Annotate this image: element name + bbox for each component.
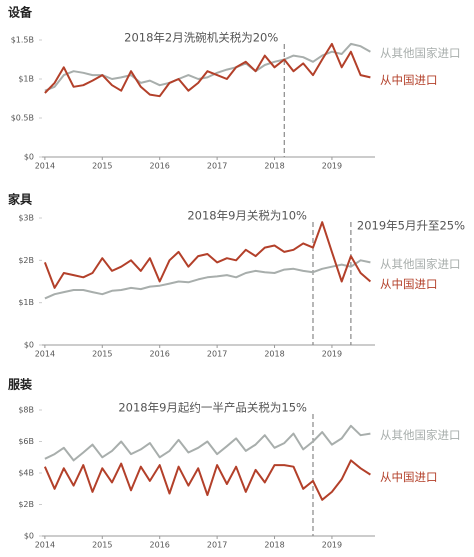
x-tick-label: 2014 [35,350,55,359]
annotation: 2019年5月升至25% [357,219,465,233]
y-tick-label: $1B [18,75,34,84]
panel-title: 家具 [8,192,32,207]
x-tick-label: 2017 [207,162,227,171]
series-line [43,459,371,501]
y-tick-label: $0.5B [11,114,34,123]
y-tick-label: $0 [24,341,34,350]
legend-label: 从其他国家进口 [380,257,461,271]
annotation: 2018年9月起约一半产品关税为15% [118,401,307,415]
series-line [44,42,371,92]
legend-label: 从中国进口 [380,73,438,87]
y-tick-label: $6B [18,437,34,446]
legend-label: 从其他国家进口 [380,428,461,442]
y-tick-label: $3B [18,214,34,223]
series-line [44,42,371,98]
x-tick-label: 2016 [150,162,170,171]
y-tick-label: $1.5B [11,36,34,45]
y-tick-label: $0 [24,532,34,541]
legend-label: 从其他国家进口 [380,46,461,60]
panel-title: 服装 [8,377,32,392]
x-tick-label: 2019 [322,350,342,359]
x-tick-label: 2017 [207,541,227,550]
legend-label: 从中国进口 [380,470,438,484]
x-tick-label: 2014 [35,162,55,171]
x-tick-label: 2017 [207,350,227,359]
y-tick-label: $8B [18,406,34,415]
x-tick-label: 2018 [264,162,284,171]
x-tick-label: 2014 [35,541,55,550]
x-tick-label: 2015 [92,162,112,171]
x-tick-label: 2019 [322,162,342,171]
x-tick-label: 2018 [264,541,284,550]
x-tick-label: 2015 [92,350,112,359]
x-tick-label: 2016 [150,541,170,550]
legend-label: 从中国进口 [380,277,438,291]
x-tick-label: 2018 [264,350,284,359]
annotation: 2018年9月关税为10% [187,209,307,223]
y-tick-label: $4B [18,469,34,478]
series-line [44,259,371,300]
y-tick-label: $2B [18,500,34,509]
x-tick-label: 2015 [92,541,112,550]
y-tick-label: $2B [18,256,34,265]
y-tick-label: $1B [18,298,34,307]
x-tick-label: 2019 [322,541,342,550]
x-tick-label: 2016 [150,350,170,359]
panel-title: 设备 [8,5,33,20]
series-line [43,221,372,289]
annotation: 2018年2月洗碗机关税为20% [124,31,278,45]
y-tick-label: $0 [24,153,34,162]
series-line [44,424,371,462]
